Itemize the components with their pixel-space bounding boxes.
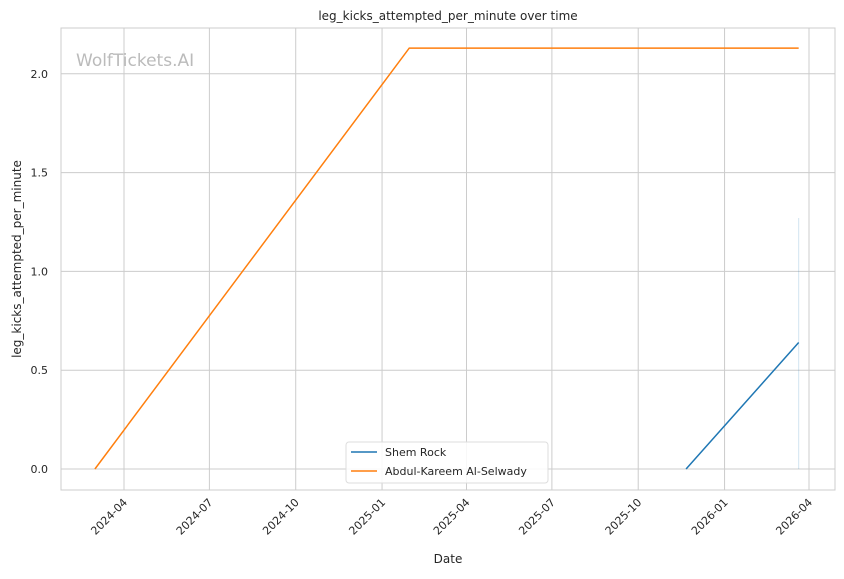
y-tick-label: 1.5 — [31, 167, 49, 180]
x-axis-label: Date — [434, 552, 463, 566]
legend-label-shem-rock: Shem Rock — [385, 446, 447, 459]
y-tick-label: 2.0 — [31, 68, 49, 81]
legend: Shem Rock Abdul-Kareem Al-Selwady — [345, 441, 549, 484]
series-line-1 — [94, 47, 799, 470]
x-tick-label: 2026-01 — [689, 496, 731, 538]
x-tick-label: 2024-07 — [174, 496, 216, 538]
y-tick-label: 0.0 — [31, 463, 49, 476]
y-tick-label: 1.0 — [31, 265, 49, 278]
x-tick-label: 2025-04 — [431, 496, 473, 538]
legend-label-abdul-kareem: Abdul-Kareem Al-Selwady — [385, 465, 527, 478]
x-tick-label: 2026-04 — [773, 496, 815, 538]
series-line-0 — [685, 342, 800, 470]
chart-title: leg_kicks_attempted_per_minute over time — [318, 9, 577, 23]
y-tick-label: 0.5 — [31, 364, 49, 377]
x-tick-label: 2025-01 — [346, 496, 388, 538]
x-tick-label: 2025-07 — [516, 496, 558, 538]
plot-frame — [60, 27, 836, 491]
x-tick-label: 2024-04 — [88, 496, 130, 538]
y-axis-label: leg_kicks_attempted_per_minute — [10, 160, 24, 358]
watermark: WolfTickets.AI — [76, 51, 194, 71]
x-tick-label: 2024-10 — [260, 496, 302, 538]
x-tick-label: 2025-10 — [603, 496, 645, 538]
